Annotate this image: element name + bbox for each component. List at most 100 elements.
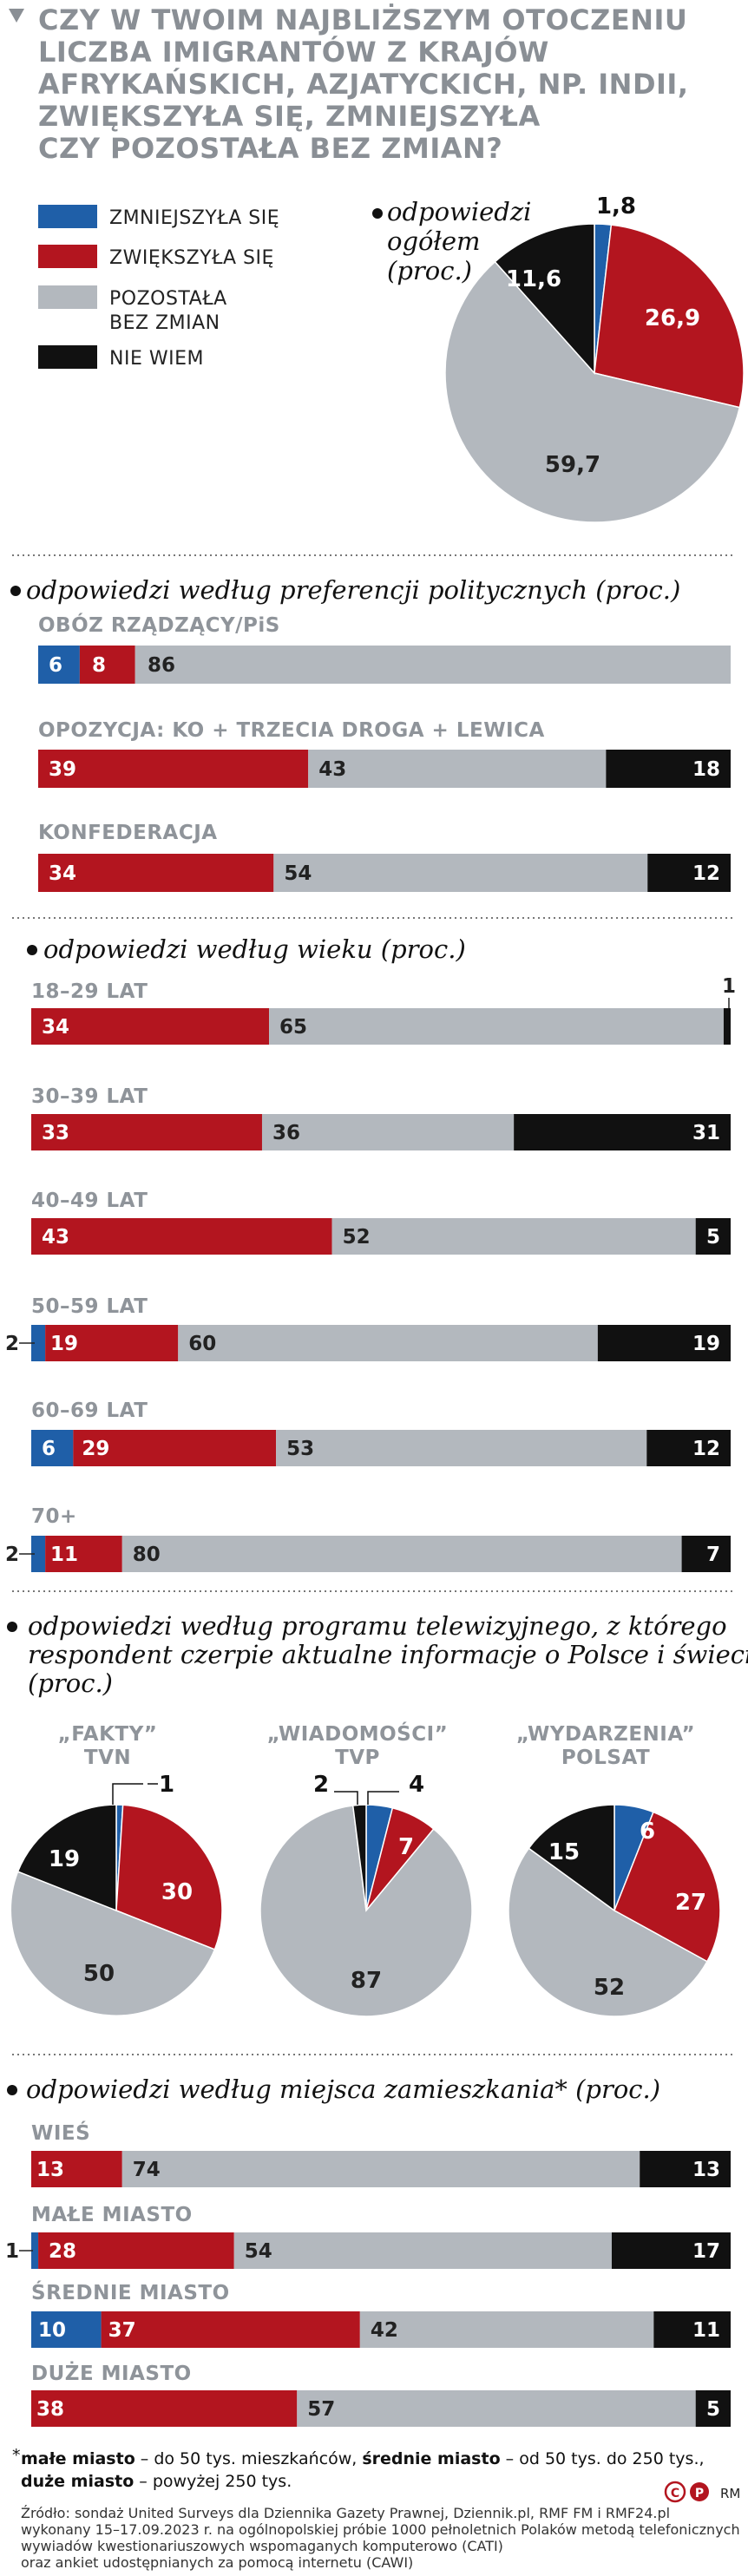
political-bar-2-segment-nie_wiem — [647, 854, 731, 892]
age-bar-5-segment-bez_zmian — [121, 1536, 682, 1572]
residence-bar-1-segment-nie_wiem — [611, 2232, 731, 2269]
chart-title-line: CZY W TWOIM NAJBLIŻSZYM OTOCZENIU — [38, 3, 687, 36]
overall-pie-slice-nie_wiem — [494, 223, 595, 375]
residence-bar-0-value-nie_wiem: 13 — [692, 2159, 720, 2181]
section-bullet — [7, 1622, 17, 1632]
political-group-label: OBÓZ RZĄDZĄCY/PiS — [38, 613, 280, 637]
tv-pie-title-0: TVN — [84, 1747, 131, 1769]
residence-bar-0-value-bez_zmian: 74 — [133, 2159, 161, 2181]
section-bullet — [27, 945, 37, 955]
footnote-line-part: – do 50 tys. mieszkańców, — [135, 2449, 363, 2468]
tv-pie-2-slice-bez_zmian — [508, 1847, 708, 2017]
age-bar-5-value-zwiekszyla: 11 — [50, 1544, 78, 1566]
leader-line — [112, 1783, 143, 1805]
legend-swatch-nie_wiem — [38, 345, 97, 369]
overall-pie-slice-bez_zmian — [444, 260, 741, 523]
age-bar-3-value-nie_wiem: 19 — [692, 1333, 720, 1355]
residence-bar-2-segment-nie_wiem — [653, 2311, 731, 2348]
c-logo-letter: C — [671, 2487, 679, 2501]
political-bar-1-value-nie_wiem: 18 — [692, 758, 720, 781]
age-bar-4-value-nie_wiem: 12 — [692, 1438, 720, 1460]
age-bar-2-value-zwiekszyla: 43 — [42, 1226, 69, 1249]
tv-pie-2-label-zmniejszyla: 6 — [640, 1819, 655, 1845]
residence-bar-2-value-bez_zmian: 42 — [371, 2319, 398, 2342]
overall-pie-slice-zwiekszyla — [594, 224, 745, 409]
residence-group-label: ŚREDNIE MIASTO — [31, 2280, 230, 2304]
political-bar-1-segment-bez_zmian — [308, 750, 607, 788]
age-bar-2-value-nie_wiem: 5 — [706, 1226, 720, 1249]
age-bar-5-value-outside: 2 — [5, 1544, 19, 1566]
age-bar-5-segment-nie_wiem — [681, 1536, 731, 1572]
age-bar-2-segment-nie_wiem — [695, 1218, 731, 1255]
residence-bar-1-value-nie_wiem: 17 — [692, 2240, 720, 2263]
political-bar-1-value-bez_zmian: 43 — [318, 758, 346, 781]
source-line: Źródło: sondaż United Surveys dla Dzienn… — [21, 2505, 670, 2521]
age-bar-5-segment-zwiekszyla — [45, 1536, 122, 1572]
tv-pie-1-slice-nie_wiem — [351, 1804, 367, 1911]
chart-title-line: LICZBA IMIGRANTÓW Z KRAJÓW — [38, 35, 549, 69]
age-bar-5-segment-zmniejszyla — [31, 1536, 46, 1572]
political-bar-2-value-zwiekszyla: 34 — [49, 862, 76, 885]
age-bar-1-segment-bez_zmian — [261, 1114, 515, 1150]
age-bar-1-value-bez_zmian: 36 — [272, 1122, 300, 1144]
residence-bar-0-value-zwiekszyla: 13 — [36, 2159, 64, 2181]
leader-line — [334, 1791, 358, 1805]
source-line: oraz ankiet udostępnianych za pomocą int… — [21, 2554, 413, 2571]
political-section-label: odpowiedzi według preferencji polityczny… — [26, 575, 680, 605]
p-logo-letter: P — [695, 2487, 704, 2501]
tv-pie-1-slice-bez_zmian — [259, 1805, 473, 2017]
age-bar-3-segment-zmniejszyla — [31, 1325, 46, 1361]
tv-pie-2-slice-zwiekszyla — [613, 1811, 721, 1963]
age-bar-4-segment-zmniejszyla — [31, 1430, 74, 1466]
legend-label-zmniejszyla: ZMNIEJSZYŁA SIĘ — [109, 207, 279, 229]
tv-pie-0-slice-zwiekszyla — [115, 1804, 223, 1950]
age-bar-0-value-zwiekszyla: 34 — [42, 1016, 69, 1039]
political-bar-0-value-bez_zmian: 86 — [148, 654, 175, 677]
political-bar-0-segment-bez_zmian — [135, 646, 732, 684]
tv-pie-0-label-nie_wiem: 19 — [49, 1846, 80, 1872]
residence-bar-3-segment-bez_zmian — [297, 2390, 696, 2427]
footnote-line-part: duże miasto — [21, 2472, 134, 2491]
footnote-line: duże miasto – powyżej 250 tys. — [21, 2472, 292, 2491]
overall-pie-label-zmniejszyla: 1,8 — [596, 193, 636, 220]
tv-pie-2-label-zwiekszyla: 27 — [675, 1890, 706, 1916]
political-bar-1-segment-zwiekszyla — [38, 750, 309, 788]
residence-bar-0-segment-bez_zmian — [121, 2151, 640, 2187]
residence-bar-2-value-zwiekszyla: 37 — [108, 2319, 136, 2342]
age-group-label: 30–39 LAT — [31, 1085, 148, 1108]
author-initials: RM — [720, 2486, 740, 2501]
residence-bar-2-value-zmniejszyla: 10 — [38, 2319, 66, 2342]
legend-swatch-zmniejszyla — [38, 205, 97, 228]
leader-line — [367, 1791, 399, 1805]
age-group-label: 60–69 LAT — [31, 1399, 148, 1422]
age-bar-3-segment-bez_zmian — [178, 1325, 598, 1361]
section-bullet — [7, 2085, 17, 2095]
overall-pie-label-bez_zmian: 59,7 — [545, 452, 600, 478]
age-group-label: 18–29 LAT — [31, 980, 148, 1003]
residence-bar-2-segment-zwiekszyla — [101, 2311, 360, 2348]
legend-label-nie_wiem: NIE WIEM — [109, 348, 204, 370]
political-bar-2-value-bez_zmian: 54 — [284, 862, 312, 885]
age-bar-0-segment-zwiekszyla — [31, 1008, 270, 1045]
residence-group-label: MAŁE MIASTO — [31, 2204, 193, 2226]
political-bar-2-segment-zwiekszyla — [38, 854, 274, 892]
residence-group-label: WIEŚ — [31, 2120, 90, 2145]
political-group-label: KONFEDERACJA — [38, 822, 218, 844]
age-bar-0-value-outside: 1 — [722, 975, 736, 998]
residence-bar-3-segment-nie_wiem — [695, 2390, 731, 2427]
age-group-label: 70+ — [31, 1505, 77, 1528]
age-group-label: 50–59 LAT — [31, 1295, 148, 1318]
residence-bar-1-segment-zwiekszyla — [38, 2232, 234, 2269]
residence-bar-1-value-outside: 1 — [5, 2240, 19, 2263]
tv-pie-2-slice-nie_wiem — [528, 1804, 615, 1912]
c-logo-icon — [664, 2481, 686, 2503]
residence-bar-3-segment-zwiekszyla — [31, 2390, 298, 2427]
age-bar-4-segment-zwiekszyla — [73, 1430, 277, 1466]
source-line: wykonany 15–17.09.2023 r. na ogólnopolsk… — [21, 2521, 740, 2538]
tv-pie-0-label-zmniejszyla: 1 — [159, 1772, 174, 1798]
tv-pie-0-label-bez_zmian: 50 — [83, 1961, 115, 1987]
tv-pie-1-label-nie_wiem: 2 — [313, 1772, 329, 1798]
residence-section-label: odpowiedzi według miejsca zamieszkania* … — [26, 2075, 660, 2104]
tv-pie-0-slice-bez_zmian — [10, 1871, 216, 2016]
